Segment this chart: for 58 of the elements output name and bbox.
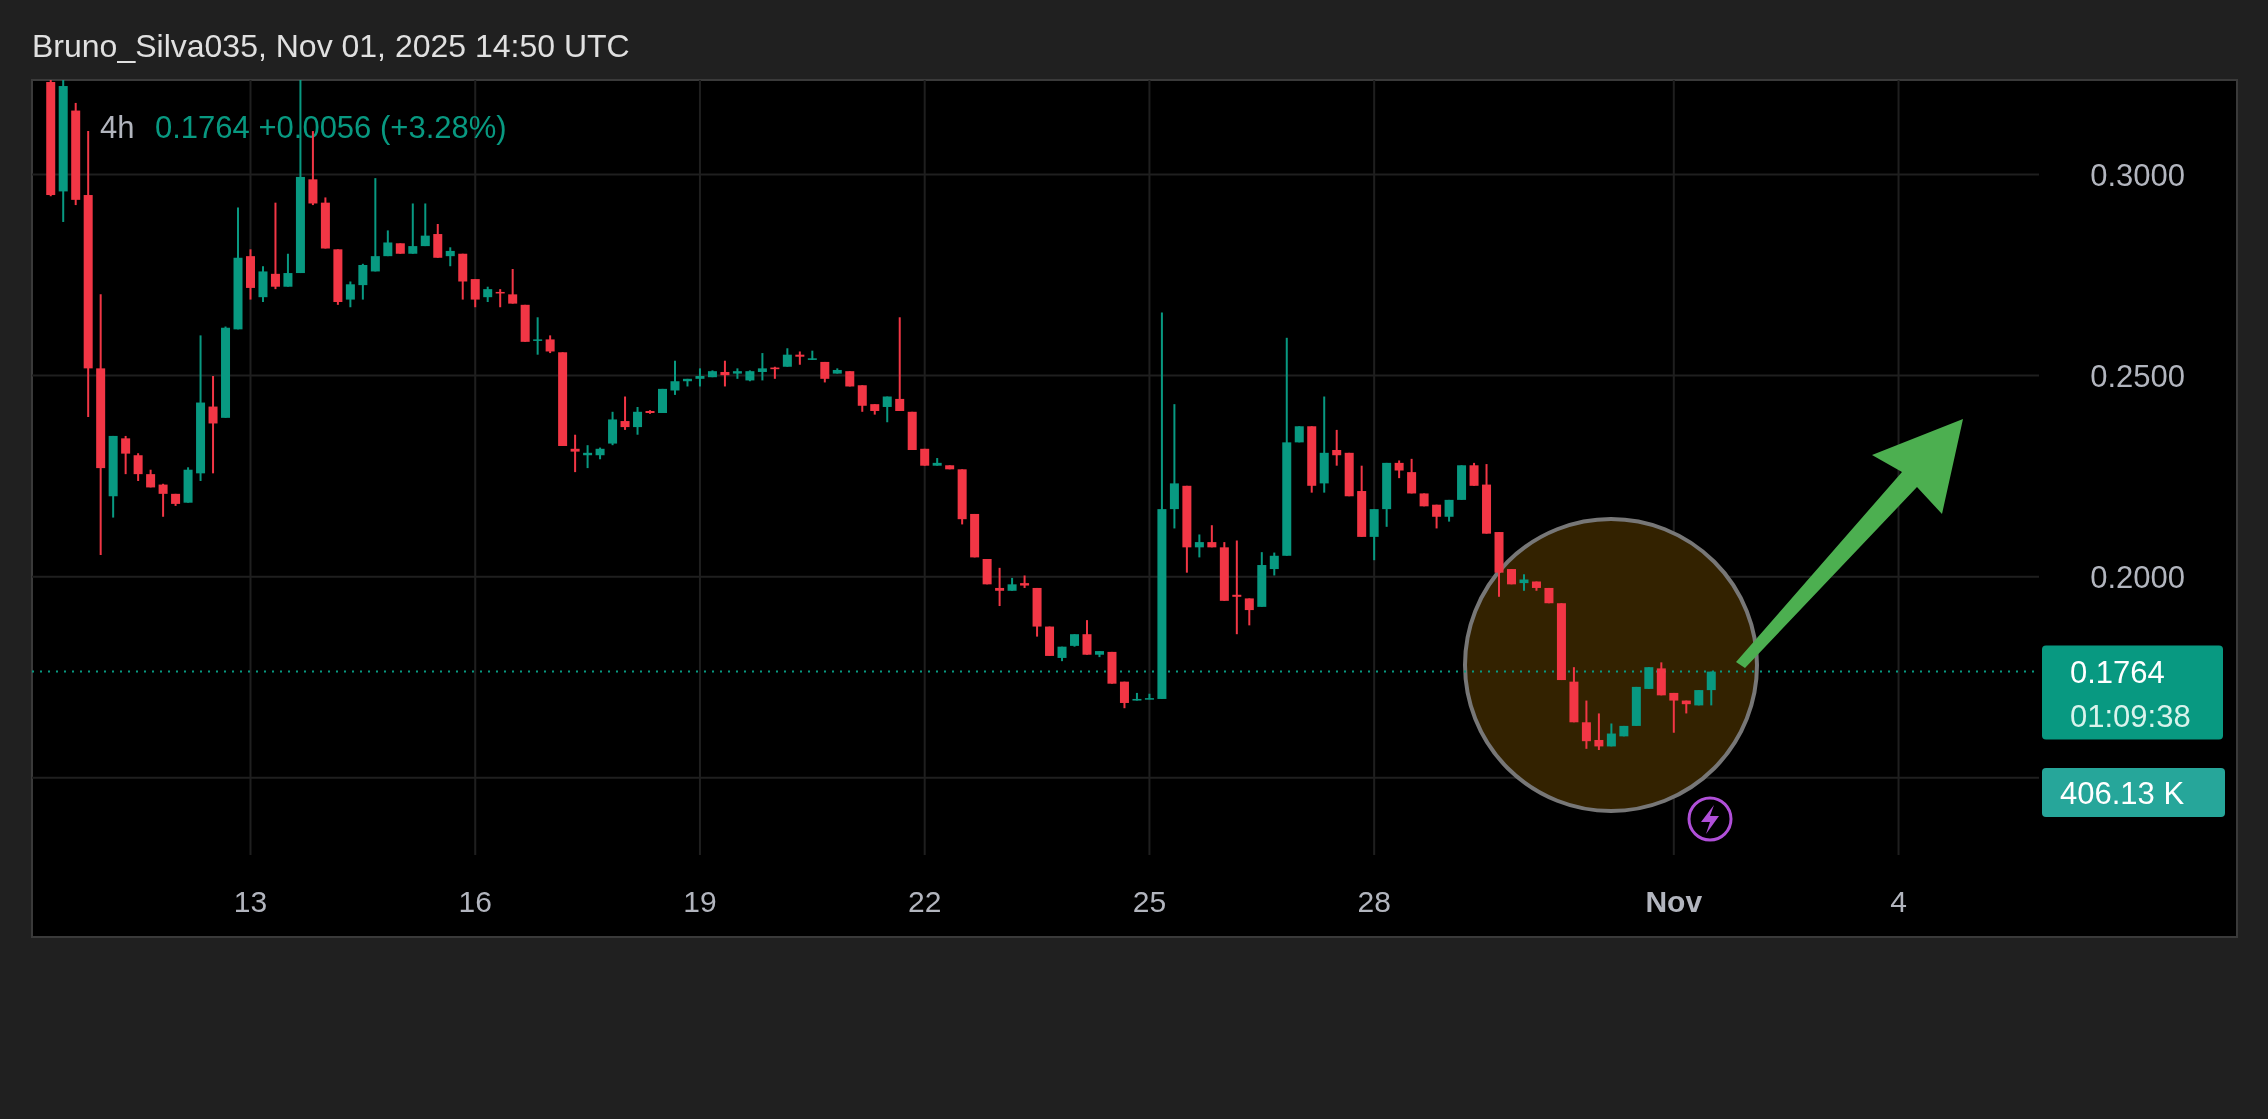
- candlestick: [1594, 712, 1604, 752]
- x-tick-label: 16: [458, 885, 492, 918]
- text: Bruno_Silva035, Nov 01, 2025 14:50 UTC: [32, 28, 630, 64]
- candlestick: [383, 229, 393, 258]
- candlestick: [995, 566, 1005, 608]
- y-tick-label: 0.2000: [2090, 559, 2185, 595]
- candlestick: [720, 359, 730, 388]
- y-tick-label: 0.2500: [2090, 358, 2185, 394]
- candlestick: [1269, 551, 1279, 577]
- candlestick: [857, 384, 867, 413]
- candlestick: [757, 352, 767, 382]
- candlestick: [895, 316, 905, 412]
- candlestick: [433, 222, 443, 259]
- candlestick: [1082, 619, 1092, 656]
- candlestick: [670, 359, 680, 396]
- candlestick: [695, 367, 705, 388]
- x-tick-label: 19: [683, 885, 717, 918]
- candlestick: [121, 434, 131, 476]
- x-tick-label: 22: [908, 885, 942, 918]
- x-tick-label: 4: [1890, 885, 1907, 918]
- candlestick: [408, 202, 418, 255]
- candlestick: [370, 177, 380, 273]
- y-tick-label: 0.3000: [2090, 157, 2185, 193]
- candlestick: [133, 452, 143, 482]
- x-tick-label: 25: [1132, 885, 1167, 918]
- candlestick: [633, 405, 643, 436]
- candlestick: [208, 375, 218, 475]
- candlestick: [1644, 666, 1654, 690]
- text: 4h: [100, 110, 135, 145]
- candlestick: [470, 278, 480, 309]
- candlestick: [1119, 680, 1129, 710]
- candlestick: [1581, 699, 1591, 750]
- candlestick: [270, 201, 280, 291]
- text: 01:09:38: [2070, 698, 2191, 734]
- candlestick: [533, 316, 543, 356]
- candlestick: [1232, 539, 1242, 636]
- candlestick: [1244, 597, 1254, 627]
- x-tick-label: 13: [233, 885, 268, 918]
- candlestick: [1669, 691, 1679, 734]
- ref-line-label: 0.1764: [2070, 654, 2165, 690]
- candlestick: [345, 280, 355, 309]
- candlestick: [1469, 461, 1479, 487]
- candlestick: [283, 252, 293, 288]
- candlestick: [358, 262, 368, 301]
- x-tick-label: Nov: [1645, 885, 1703, 918]
- candlestick: [1194, 533, 1204, 559]
- candlestick: [882, 395, 892, 424]
- candlestick: [782, 347, 792, 368]
- candlestick: [570, 433, 580, 474]
- candlestick: [158, 482, 168, 518]
- candlestick: [420, 202, 430, 248]
- candlestick: [1332, 428, 1342, 467]
- candlestick: [1407, 457, 1417, 495]
- candlestick: [620, 395, 630, 431]
- candlestick: [508, 268, 518, 305]
- candlestick: [445, 246, 455, 268]
- x-tick-label: 28: [1357, 885, 1391, 918]
- text: 406.13 K: [2060, 776, 2185, 811]
